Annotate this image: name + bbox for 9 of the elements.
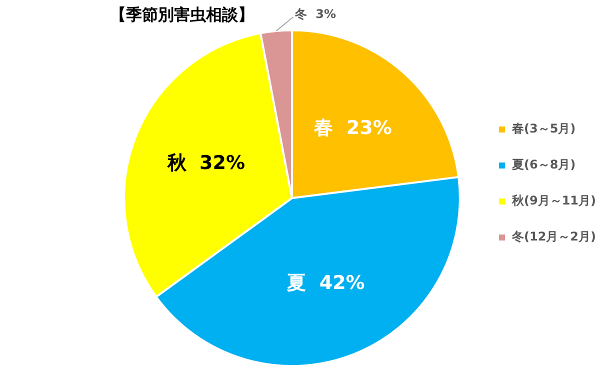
legend-label: 冬(12月～2月) <box>510 230 596 244</box>
data-label: 夏 42% <box>286 272 365 294</box>
legend-label: 春(3～5月) <box>510 122 576 136</box>
legend-label: 秋(9月～11月) <box>510 194 596 208</box>
data-label: 春 23% <box>313 116 392 139</box>
legend-label: 夏(6～8月) <box>510 158 576 172</box>
data-label: 秋 32% <box>166 152 245 174</box>
data-label: 冬 3% <box>294 7 336 22</box>
chart-title: 【季節別害虫相談】 <box>110 4 254 24</box>
